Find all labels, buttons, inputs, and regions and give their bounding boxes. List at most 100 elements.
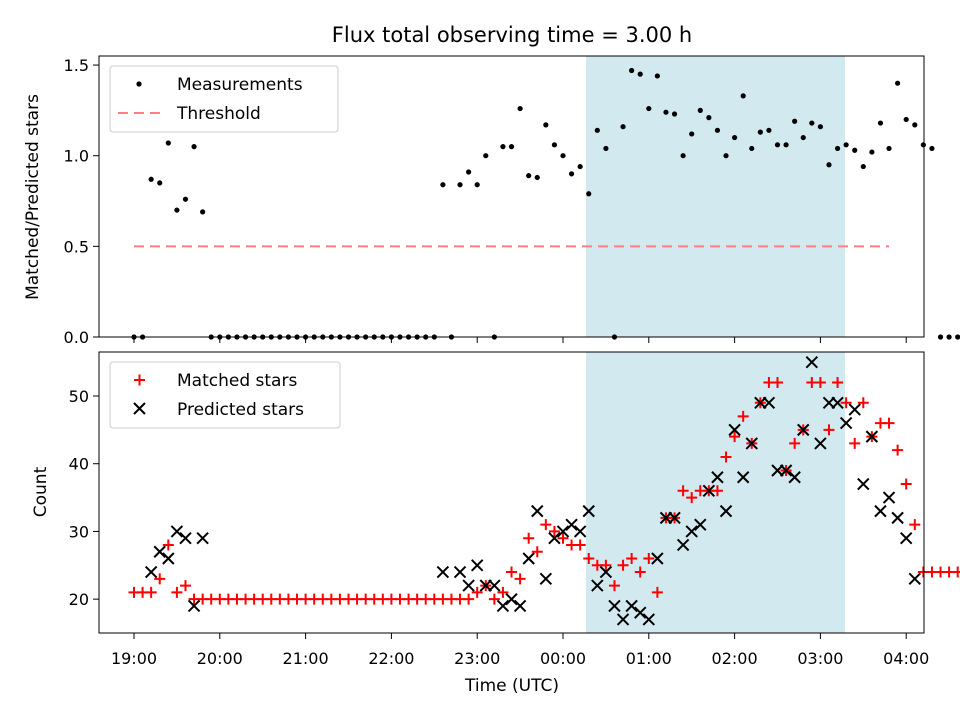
predicted-star-point	[573, 525, 587, 538]
measurement-point	[723, 153, 729, 159]
measurement-point	[191, 144, 197, 150]
measurement-point	[886, 145, 892, 152]
legend-measurements-marker	[136, 81, 142, 87]
predicted-star-point	[179, 531, 192, 545]
matched-star-point	[643, 553, 655, 565]
measurement-point	[929, 145, 935, 152]
predicted-star-point	[462, 579, 475, 592]
predicted-star-point	[591, 579, 604, 592]
measurement-point	[551, 142, 558, 148]
matched-star-point	[952, 566, 960, 578]
measurement-point	[955, 334, 960, 340]
measurement-point	[594, 127, 600, 133]
matched-star-point	[720, 451, 732, 463]
measurement-point	[517, 105, 523, 112]
matched-star-point	[540, 519, 552, 531]
matched-star-point	[634, 566, 646, 578]
measurement-point	[689, 131, 695, 137]
measurement-point	[817, 124, 824, 130]
matched-star-point	[171, 586, 183, 598]
matched-star-point	[145, 586, 157, 598]
predicted-star-point	[634, 606, 647, 619]
measurement-point	[629, 67, 635, 74]
measurement-point	[903, 116, 909, 123]
predicted-star-point	[908, 572, 921, 586]
measurement-point	[920, 142, 926, 148]
predicted-star-point	[496, 599, 510, 613]
xtick-label: 22:00	[368, 649, 414, 668]
matched-star-point	[574, 539, 586, 551]
matched-star-point	[506, 566, 518, 578]
predicted-star-point	[745, 437, 758, 450]
matched-star-point	[823, 424, 835, 436]
measurement-point	[714, 127, 721, 133]
legend-predicted-marker	[133, 402, 146, 415]
legend-predicted-label: Predicted stars	[177, 400, 304, 420]
predicted-star-point	[488, 579, 501, 592]
matched-star-point	[514, 573, 526, 585]
predicted-star-point	[162, 552, 175, 565]
measurement-point	[783, 142, 789, 148]
measurement-point	[809, 120, 815, 126]
predicted-star-point	[505, 592, 518, 606]
matched-star-point	[497, 586, 509, 598]
matched-star-point	[608, 580, 620, 592]
xtick-label: 00:00	[540, 649, 586, 668]
predicted-star-point	[625, 599, 638, 613]
xtick-label: 23:00	[454, 649, 500, 668]
measurement-point	[877, 120, 884, 126]
top-ytick-label: 0.5	[64, 237, 89, 256]
measurement-point	[895, 80, 901, 86]
measurement-point	[663, 109, 669, 115]
predicted-star-point	[582, 504, 595, 518]
predicted-star-point	[522, 552, 535, 565]
predicted-star-point	[668, 511, 681, 525]
x-axis-label: Time (UTC)	[464, 676, 559, 696]
top-y-axis-label: Matched/Predicted stars	[23, 94, 43, 300]
predicted-star-point	[857, 477, 870, 491]
matched-star-point	[892, 444, 904, 456]
matched-star-point	[729, 431, 741, 443]
measurement-point	[182, 196, 189, 202]
measurement-point	[603, 145, 609, 152]
measurement-point	[526, 173, 532, 179]
predicted-star-point	[685, 525, 698, 538]
predicted-star-point	[788, 471, 801, 484]
matched-star-point	[488, 593, 500, 605]
measurement-point	[174, 207, 180, 213]
predicted-star-point	[676, 538, 690, 552]
measurement-point	[766, 127, 772, 133]
measurement-point	[577, 163, 583, 170]
measurement-point	[654, 73, 660, 79]
predicted-star-point	[814, 437, 827, 450]
measurement-point	[534, 174, 540, 181]
measurement-point	[757, 129, 763, 135]
predicted-star-point	[565, 518, 578, 531]
top-axes-frame	[98, 55, 925, 338]
predicted-star-point	[616, 613, 630, 626]
predicted-star-point	[196, 531, 209, 545]
predicted-star-point	[470, 559, 484, 572]
top-panel: 0.0 0.5 1.0 1.5 Matched/Predicted stars Mea…	[23, 55, 960, 347]
bottom-ytick-label: 40	[69, 455, 89, 474]
measurement-point	[860, 163, 866, 170]
measurement-point	[157, 180, 163, 186]
legend-threshold-label: Threshold	[176, 104, 261, 124]
matched-star-point	[849, 437, 861, 449]
predicted-star-point	[797, 423, 810, 437]
measurement-point	[671, 111, 678, 117]
predicted-star-point	[899, 531, 913, 545]
matched-star-point	[600, 559, 612, 571]
xtick-label: 20:00	[197, 649, 243, 668]
measurement-point	[740, 93, 746, 99]
measurement-point	[543, 122, 549, 128]
xtick-label: 21:00	[283, 649, 329, 668]
predicted-star-point	[779, 464, 793, 477]
matched-star-point	[814, 376, 826, 388]
matched-star-point	[711, 485, 723, 497]
matched-star-point	[677, 485, 689, 497]
predicted-star-point	[651, 552, 664, 565]
measurement-point	[697, 107, 703, 113]
legend-matched-label: Matched stars	[177, 371, 297, 391]
